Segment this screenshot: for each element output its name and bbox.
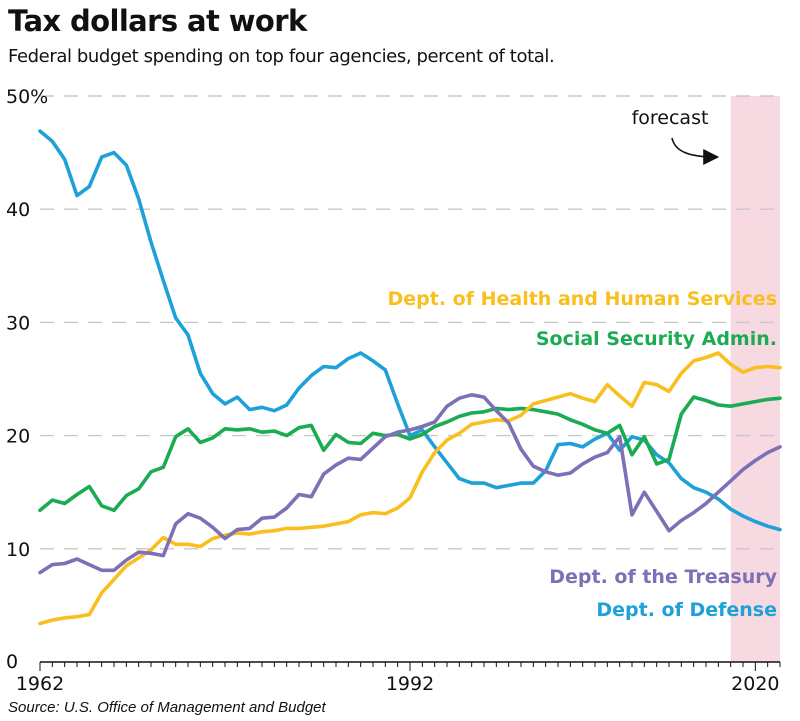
- chart-title: Tax dollars at work: [8, 4, 307, 38]
- y-tick-label: 50%: [6, 86, 48, 108]
- series-label-dept-of-defense: Dept. of Defense: [596, 599, 777, 621]
- x-tick-label: 2020: [731, 673, 779, 695]
- series-label-dept-of-health-and-human-services: Dept. of Health and Human Services: [388, 288, 778, 310]
- series-line-social-security-admin: [38, 395, 782, 513]
- y-tick-label: 10: [6, 539, 30, 561]
- forecast-arrow: [671, 137, 720, 165]
- series-label-dept-of-the-treasury: Dept. of the Treasury: [549, 566, 777, 588]
- y-tick-label: 20: [6, 426, 30, 448]
- series-line-dept-of-defense: [38, 129, 782, 532]
- y-tick-label: 30: [6, 312, 30, 334]
- series-line-dept-of-the-treasury: [38, 392, 782, 575]
- forecast-label: forecast: [632, 107, 709, 129]
- forecast-band: [730, 96, 780, 662]
- chart-subtitle: Federal budget spending on top four agen…: [8, 46, 555, 67]
- x-tick-label: 1962: [16, 673, 64, 695]
- y-tick-label: 40: [6, 199, 30, 221]
- x-tick-label: 1992: [386, 673, 434, 695]
- y-tick-label: 0: [6, 651, 18, 673]
- series-line-dept-of-health-and-human-services: [38, 351, 782, 626]
- series-label-social-security-admin: Social Security Admin.: [536, 328, 777, 350]
- source-note: Source: U.S. Office of Management and Bu…: [8, 699, 326, 716]
